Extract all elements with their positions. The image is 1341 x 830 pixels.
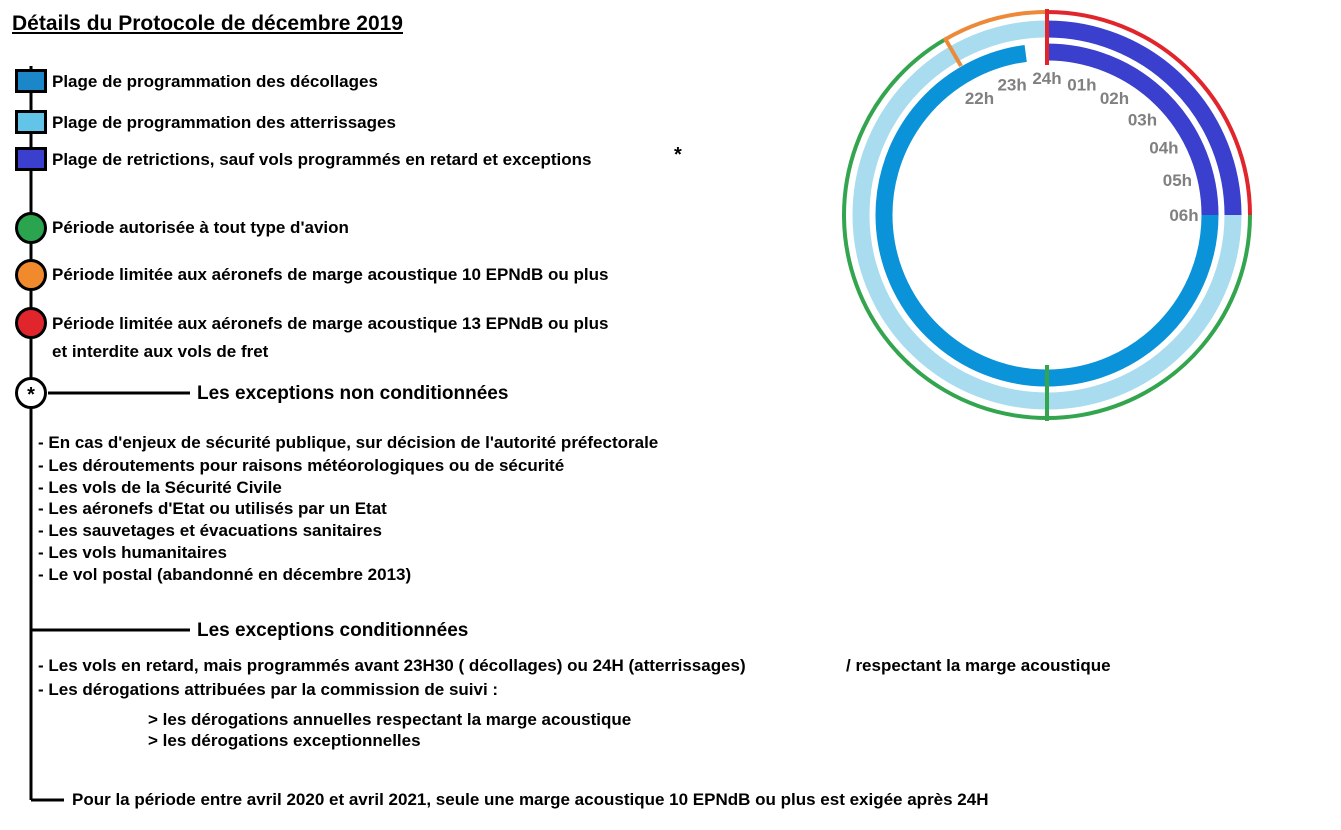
clock-hour-label: 22h [965,89,994,108]
unconditioned-item: - En cas d'enjeux de sécurité publique, … [38,433,659,452]
conditioned-item-derogations: - Les dérogations attribuées par la comm… [38,680,499,699]
unconditioned-item: - Les aéronefs d'Etat ou utilisés par un… [38,499,387,518]
takeoff-swatch [15,69,47,93]
legend-restriction-label: Plage de retrictions, sauf vols programm… [52,150,592,169]
footer-note: Pour la période entre avril 2020 et avri… [72,790,989,809]
clock-hour-label: 04h [1149,139,1178,158]
restriction-swatch [15,147,47,171]
unconditioned-item: - Les déroutements pour raisons météorol… [38,456,565,475]
asterisk-mark: * [674,144,682,166]
legend-connector-lines [29,66,190,802]
unconditioned-item: - Le vol postal (abandonné en décembre 2… [38,565,412,584]
clock-hour-label: 23h [997,76,1026,95]
ten-pm-boundary-tick [942,36,963,68]
derogation-exceptional: > les dérogations exceptionnelles [148,731,421,750]
period-red-label: Période limitée aux aéronefs de marge ac… [52,314,609,333]
clock-hour-label: 01h [1067,76,1096,95]
red-period-arc [1046,10,1252,216]
period-green-label: Période autorisée à tout type d'avion [52,218,349,237]
landing-swatch [15,110,47,134]
unconditioned-item: - Les sauvetages et évacuations sanitair… [38,521,382,540]
clock-hour-label: 06h [1169,206,1198,225]
unconditioned-item: - Les vols de la Sécurité Civile [38,478,282,497]
conditioned-heading: Les exceptions conditionnées [197,620,469,641]
unconditioned-heading: Les exceptions non conditionnées [197,383,509,404]
unconditioned-item: - Les vols humanitaires [38,543,227,562]
legend-takeoff-label: Plage de programmation des décollages [52,72,378,91]
green-period-dot [15,212,47,244]
clock-hour-label: 03h [1128,111,1157,130]
conditioned-item-late-flights: - Les vols en retard, mais programmés av… [38,656,746,675]
restriction-arc-inner [1046,43,1219,216]
clock-hour-label: 24h [1032,69,1061,88]
clock-hour-label: 02h [1100,89,1129,108]
red-period-dot [15,307,47,339]
page-title: Détails du Protocole de décembre 2019 [12,12,403,35]
green-period-arc [842,37,1252,421]
asterisk-marker: * [15,377,47,409]
period-orange-label: Période limitée aux aéronefs de marge ac… [52,265,609,284]
takeoff-arc [875,44,1219,387]
clock-hour-label: 05h [1163,171,1192,190]
orange-period-arc [944,10,1048,41]
landing-arc [852,20,1242,410]
conditioned-item-late-flights-suffix: / respectant la marge acoustique [846,656,1111,675]
legend-landing-label: Plage de programmation des atterrissages [52,113,396,132]
derogation-annual: > les dérogations annuelles respectant l… [148,710,632,729]
orange-period-dot [15,259,47,291]
restriction-arc-outer [1046,20,1242,216]
period-red-label-line2: et interdite aux vols de fret [52,342,269,361]
